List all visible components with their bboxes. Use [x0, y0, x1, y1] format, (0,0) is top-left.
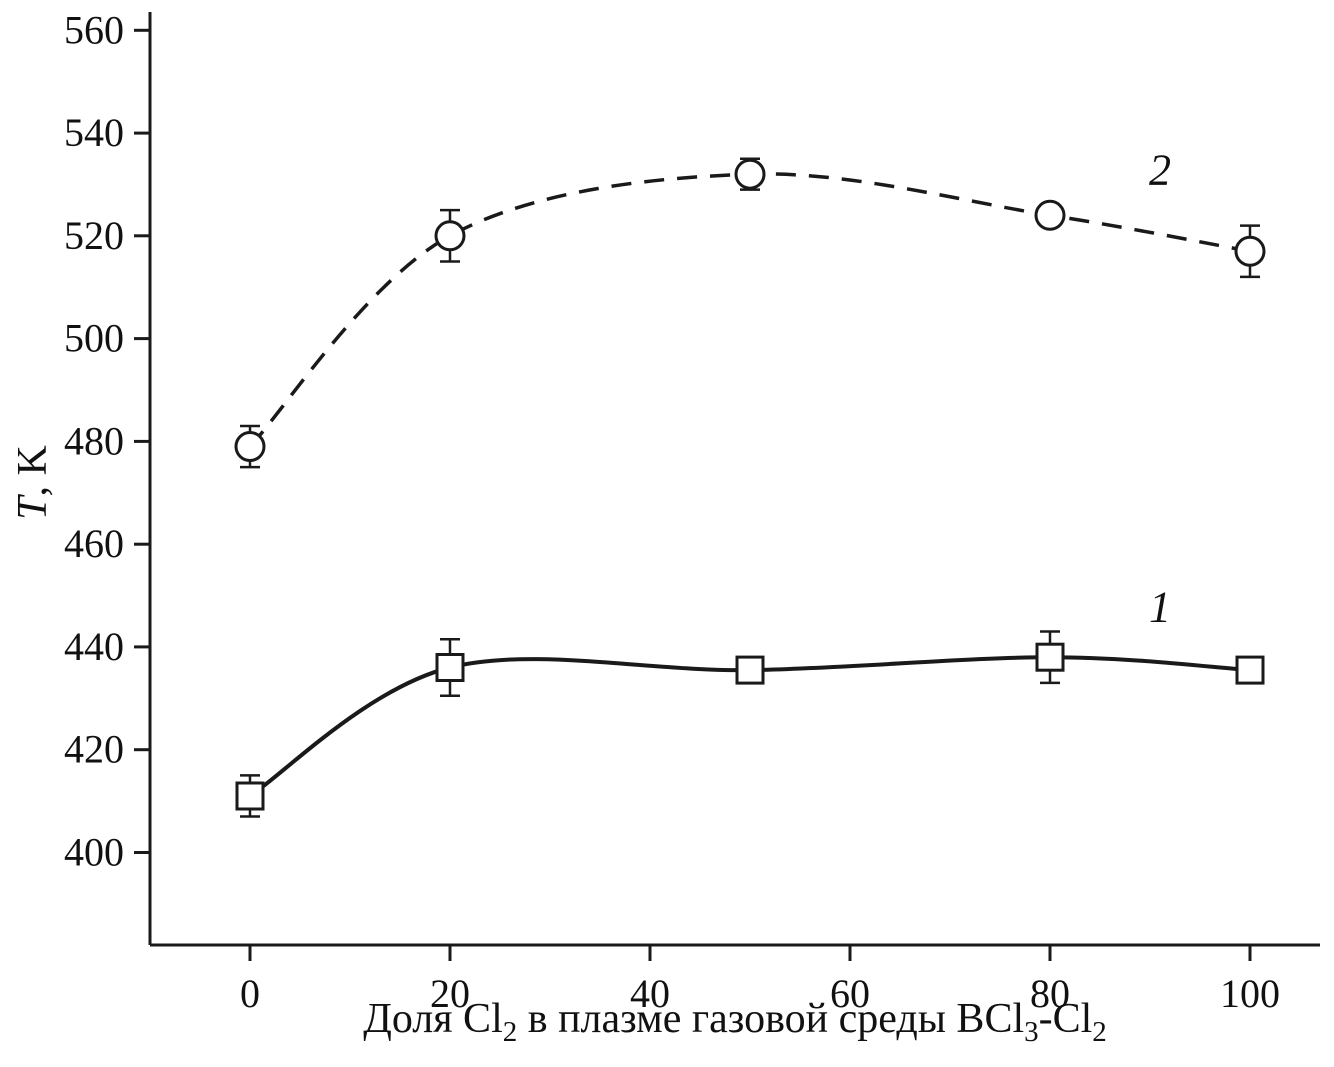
marker-circle: [234, 431, 266, 462]
y-tick-label: 420: [64, 727, 124, 772]
marker-circle: [734, 158, 766, 190]
y-tick-label: 520: [64, 213, 124, 258]
x-tick-label: 100: [1220, 971, 1280, 1016]
series-2-line: [248, 172, 1251, 448]
marker-circle: [434, 220, 466, 252]
marker-square: [1235, 655, 1265, 685]
y-tick-label: 440: [64, 624, 124, 669]
marker-circle: [1234, 235, 1266, 267]
x-tick-label: 80: [1030, 971, 1070, 1016]
y-tick-label: 460: [64, 521, 124, 566]
series-2-label: 2: [1149, 145, 1171, 194]
axes: 400 420 440 460 480 500 520 540 560 0 20 40 60 80 100 T…: [10, 7, 1320, 1048]
marker-square: [1035, 642, 1065, 672]
marker-square: [735, 655, 765, 685]
y-tick-label: 540: [64, 110, 124, 155]
x-axis-title: Доля Cl2 в плазме газовой среды BCl3-Cl2: [363, 996, 1107, 1048]
x-tick-label: 40: [630, 971, 670, 1016]
y-tick-label: 500: [64, 316, 124, 361]
series-1: 1: [235, 582, 1265, 818]
x-tick-label: 0: [240, 971, 260, 1016]
series-1-label: 1: [1149, 582, 1171, 631]
y-axis-title: T, K: [10, 445, 56, 520]
y-tick-label: 400: [64, 830, 124, 875]
series-2: 2: [234, 145, 1266, 469]
x-tick-label: 20: [430, 971, 470, 1016]
marker-square: [435, 653, 465, 682]
y-tick-label: 480: [64, 418, 124, 463]
marker-circle: [1034, 199, 1066, 231]
x-tick-label: 60: [830, 971, 870, 1016]
marker-square: [235, 781, 265, 811]
y-tick-label: 560: [64, 7, 124, 52]
